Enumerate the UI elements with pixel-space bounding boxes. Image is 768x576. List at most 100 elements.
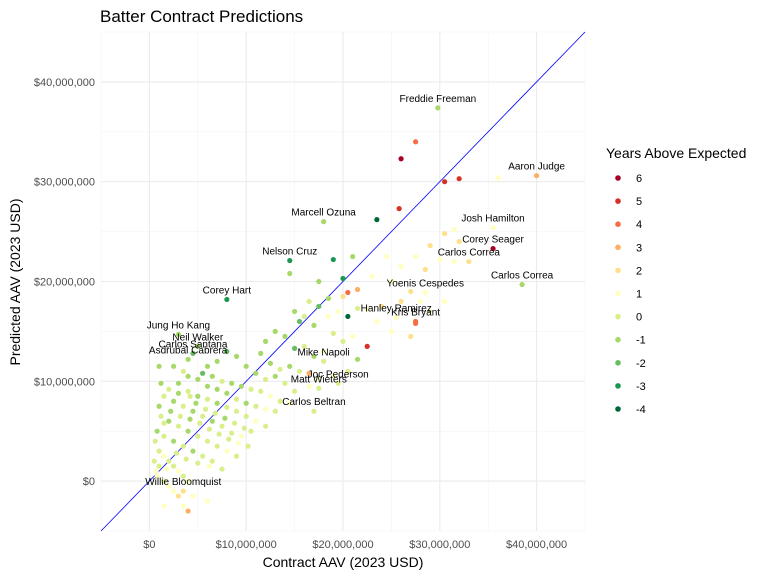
legend-key <box>615 383 621 389</box>
data-point <box>245 443 251 449</box>
data-point <box>277 398 283 404</box>
data-point <box>233 396 240 402</box>
data-point <box>195 433 201 439</box>
data-point <box>408 333 414 339</box>
chart-title: Batter Contract Predictions <box>100 7 303 26</box>
data-point <box>190 408 196 414</box>
labeled-data-point <box>413 318 419 325</box>
data-point <box>224 404 230 410</box>
data-point <box>311 353 317 359</box>
point-annotation: Freddie Freeman <box>400 94 477 105</box>
data-point <box>219 378 225 384</box>
data-point <box>161 503 167 509</box>
data-point <box>204 438 211 444</box>
point-annotation: Marcell Ozuna <box>291 208 356 219</box>
y-tick-label: $10,000,000 <box>34 376 95 388</box>
x-tick-label: $10,000,000 <box>216 539 277 551</box>
data-point <box>292 308 298 315</box>
data-point <box>238 383 244 389</box>
labeled-data-point <box>534 173 540 179</box>
data-point <box>345 313 351 320</box>
point-annotation: Matt Wieters <box>291 374 347 385</box>
legend-key <box>615 313 621 320</box>
point-annotation: Nelson Cruz <box>262 247 317 258</box>
data-point <box>152 438 158 444</box>
labeled-data-point <box>287 257 293 264</box>
legend-key <box>615 360 621 366</box>
data-point <box>185 373 191 379</box>
data-point <box>226 436 232 442</box>
data-point <box>173 450 180 456</box>
point-annotation: Corey Hart <box>203 285 252 296</box>
data-point <box>206 463 213 469</box>
data-point <box>427 308 433 315</box>
data-point <box>374 217 380 223</box>
point-annotation: Carlos Beltran <box>282 397 345 408</box>
data-point <box>180 368 186 374</box>
data-point <box>209 418 215 424</box>
data-point <box>200 453 206 459</box>
data-point <box>214 443 220 449</box>
data-point <box>175 423 182 429</box>
data-point <box>451 227 457 233</box>
labeled-data-point <box>321 219 327 225</box>
data-point <box>180 403 186 409</box>
data-point <box>209 458 215 464</box>
data-point <box>212 410 218 416</box>
y-axis-title: Predicted AAV (2023 USD) <box>7 198 23 365</box>
data-point <box>398 263 404 270</box>
data-point <box>292 345 298 351</box>
data-point <box>190 448 196 454</box>
data-point <box>330 373 336 379</box>
data-point <box>224 448 230 454</box>
point-annotation: Kris Bryant <box>391 307 440 318</box>
data-point <box>171 463 177 469</box>
data-point <box>158 380 164 386</box>
data-point <box>262 423 269 429</box>
data-point <box>258 350 264 356</box>
data-point <box>262 406 269 412</box>
data-point <box>164 466 170 472</box>
data-point <box>306 383 312 389</box>
data-point <box>238 433 244 439</box>
data-point <box>316 278 322 285</box>
data-point <box>204 363 211 369</box>
y-tick-label: $0 <box>83 476 95 488</box>
data-point <box>219 423 225 429</box>
data-point <box>156 448 162 454</box>
data-point <box>187 416 193 422</box>
point-annotation: Corey Seager <box>462 235 524 246</box>
data-point <box>200 413 206 419</box>
data-point <box>369 273 375 280</box>
data-point <box>253 403 259 409</box>
legend-label: 5 <box>636 196 642 208</box>
data-point <box>340 275 346 282</box>
point-annotation: Mike Napoli <box>298 347 350 358</box>
data-point <box>354 286 361 293</box>
data-point <box>248 428 254 434</box>
legend-label: -3 <box>636 381 646 393</box>
data-point <box>296 318 303 325</box>
data-point <box>335 308 341 315</box>
data-point <box>243 400 249 406</box>
labeled-data-point <box>195 343 201 349</box>
data-point <box>350 253 356 260</box>
data-point <box>224 390 230 396</box>
data-point <box>388 278 394 285</box>
data-point <box>175 468 182 474</box>
data-point <box>216 431 222 437</box>
data-point <box>235 440 242 446</box>
data-point <box>200 370 206 376</box>
y-tick-label: $20,000,000 <box>34 277 95 289</box>
data-point <box>456 176 462 182</box>
data-point <box>161 420 167 426</box>
data-point <box>161 393 167 399</box>
data-point <box>364 343 370 349</box>
data-point <box>161 433 167 439</box>
data-point <box>316 303 322 310</box>
data-point <box>151 458 157 464</box>
point-annotation: Aaron Judge <box>508 162 565 173</box>
point-annotation: Carlos Correa <box>438 248 501 259</box>
point-annotation: Hanley Ramirez <box>361 303 432 314</box>
labeled-data-point <box>190 350 196 356</box>
